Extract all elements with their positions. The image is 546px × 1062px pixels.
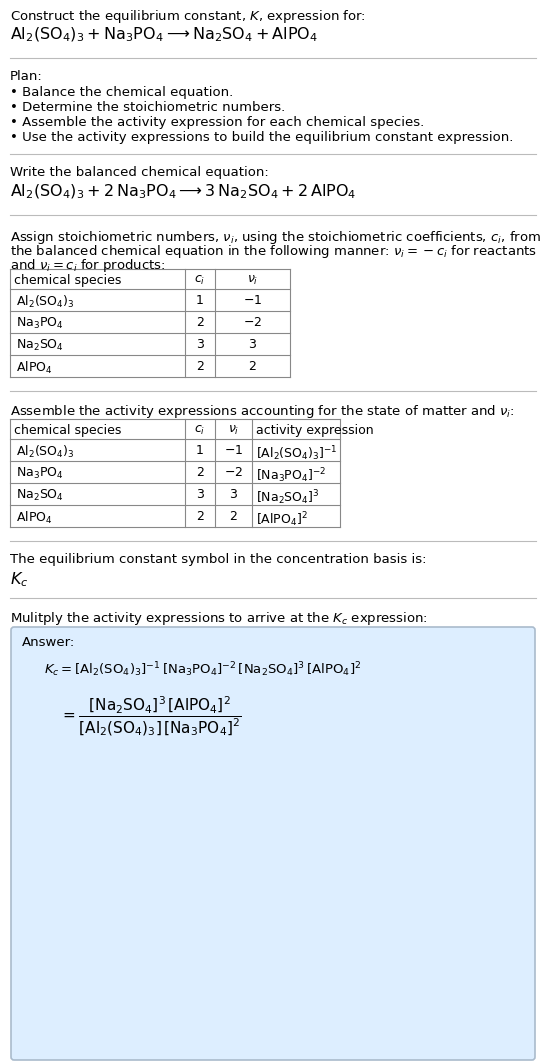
Text: the balanced chemical equation in the following manner: $\nu_i = -c_i$ for react: the balanced chemical equation in the fo… xyxy=(10,243,537,260)
Text: $\mathrm{AlPO_4}$: $\mathrm{AlPO_4}$ xyxy=(16,510,52,526)
Text: Plan:: Plan: xyxy=(10,70,43,83)
Text: $\mathrm{Na_2SO_4}$: $\mathrm{Na_2SO_4}$ xyxy=(16,489,64,503)
Text: 3: 3 xyxy=(248,338,257,352)
Text: $\mathrm{Al_2(SO_4)_3 + 2\,Na_3PO_4 \longrightarrow 3\,Na_2SO_4 + 2\,AlPO_4}$: $\mathrm{Al_2(SO_4)_3 + 2\,Na_3PO_4 \lon… xyxy=(10,183,357,202)
Text: Answer:: Answer: xyxy=(22,636,75,649)
Text: $\mathrm{Al_2(SO_4)_3}$: $\mathrm{Al_2(SO_4)_3}$ xyxy=(16,294,75,310)
Text: • Determine the stoichiometric numbers.: • Determine the stoichiometric numbers. xyxy=(10,101,285,114)
Text: $\nu_i$: $\nu_i$ xyxy=(228,424,239,438)
Text: Write the balanced chemical equation:: Write the balanced chemical equation: xyxy=(10,166,269,179)
Text: $[\mathrm{Na_3PO_4}]^{-2}$: $[\mathrm{Na_3PO_4}]^{-2}$ xyxy=(256,466,327,484)
Text: 3: 3 xyxy=(196,489,204,501)
Text: • Assemble the activity expression for each chemical species.: • Assemble the activity expression for e… xyxy=(10,116,424,129)
Text: 1: 1 xyxy=(196,444,204,457)
Text: $-2$: $-2$ xyxy=(224,466,243,479)
Text: $[\mathrm{Na_2SO_4}]^{3}$: $[\mathrm{Na_2SO_4}]^{3}$ xyxy=(256,489,319,507)
Text: $-1$: $-1$ xyxy=(224,444,243,457)
Text: $\mathrm{Na_3PO_4}$: $\mathrm{Na_3PO_4}$ xyxy=(16,316,63,331)
Text: Assemble the activity expressions accounting for the state of matter and $\nu_i$: Assemble the activity expressions accoun… xyxy=(10,402,515,419)
Text: 3: 3 xyxy=(196,338,204,352)
Text: Mulitply the activity expressions to arrive at the $K_c$ expression:: Mulitply the activity expressions to arr… xyxy=(10,610,428,627)
Text: 2: 2 xyxy=(229,510,238,523)
Text: chemical species: chemical species xyxy=(14,274,121,287)
Text: Construct the equilibrium constant, $K$, expression for:: Construct the equilibrium constant, $K$,… xyxy=(10,8,366,25)
FancyBboxPatch shape xyxy=(11,627,535,1060)
Text: $K_c$: $K_c$ xyxy=(10,570,28,588)
Text: $\mathrm{Al_2(SO_4)_3 + Na_3PO_4 \longrightarrow Na_2SO_4 + AlPO_4}$: $\mathrm{Al_2(SO_4)_3 + Na_3PO_4 \longri… xyxy=(10,25,318,45)
Text: 2: 2 xyxy=(248,360,257,373)
Text: chemical species: chemical species xyxy=(14,424,121,436)
Text: $\mathrm{Na_3PO_4}$: $\mathrm{Na_3PO_4}$ xyxy=(16,466,63,481)
Text: activity expression: activity expression xyxy=(256,424,373,436)
Text: $c_i$: $c_i$ xyxy=(194,274,206,287)
Text: $[\mathrm{AlPO_4}]^{2}$: $[\mathrm{AlPO_4}]^{2}$ xyxy=(256,510,308,529)
Text: 2: 2 xyxy=(196,316,204,329)
Text: • Use the activity expressions to build the equilibrium constant expression.: • Use the activity expressions to build … xyxy=(10,131,513,144)
Text: 2: 2 xyxy=(196,360,204,373)
Text: $= \dfrac{[\mathrm{Na_2SO_4}]^{3}\,[\mathrm{AlPO_4}]^{2}}{[\mathrm{Al_2(SO_4)_3}: $= \dfrac{[\mathrm{Na_2SO_4}]^{3}\,[\mat… xyxy=(60,693,241,738)
Text: 3: 3 xyxy=(229,489,238,501)
Text: $-1$: $-1$ xyxy=(243,294,262,307)
Text: • Balance the chemical equation.: • Balance the chemical equation. xyxy=(10,86,233,99)
Text: $[\mathrm{Al_2(SO_4)_3}]^{-1}$: $[\mathrm{Al_2(SO_4)_3}]^{-1}$ xyxy=(256,444,337,463)
Text: $-2$: $-2$ xyxy=(243,316,262,329)
Text: $\mathrm{Al_2(SO_4)_3}$: $\mathrm{Al_2(SO_4)_3}$ xyxy=(16,444,75,460)
Text: $\mathrm{AlPO_4}$: $\mathrm{AlPO_4}$ xyxy=(16,360,52,376)
Text: $\nu_i$: $\nu_i$ xyxy=(247,274,258,287)
Text: $\mathrm{Na_2SO_4}$: $\mathrm{Na_2SO_4}$ xyxy=(16,338,64,353)
Text: The equilibrium constant symbol in the concentration basis is:: The equilibrium constant symbol in the c… xyxy=(10,553,426,566)
Text: 2: 2 xyxy=(196,510,204,523)
Text: 1: 1 xyxy=(196,294,204,307)
Text: 2: 2 xyxy=(196,466,204,479)
Text: and $\nu_i = c_i$ for products:: and $\nu_i = c_i$ for products: xyxy=(10,257,165,274)
Text: Assign stoichiometric numbers, $\nu_i$, using the stoichiometric coefficients, $: Assign stoichiometric numbers, $\nu_i$, … xyxy=(10,229,541,246)
Text: $K_c = [\mathrm{Al_2(SO_4)_3}]^{-1}\,[\mathrm{Na_3PO_4}]^{-2}\,[\mathrm{Na_2SO_4: $K_c = [\mathrm{Al_2(SO_4)_3}]^{-1}\,[\m… xyxy=(44,660,361,679)
Text: $c_i$: $c_i$ xyxy=(194,424,206,438)
